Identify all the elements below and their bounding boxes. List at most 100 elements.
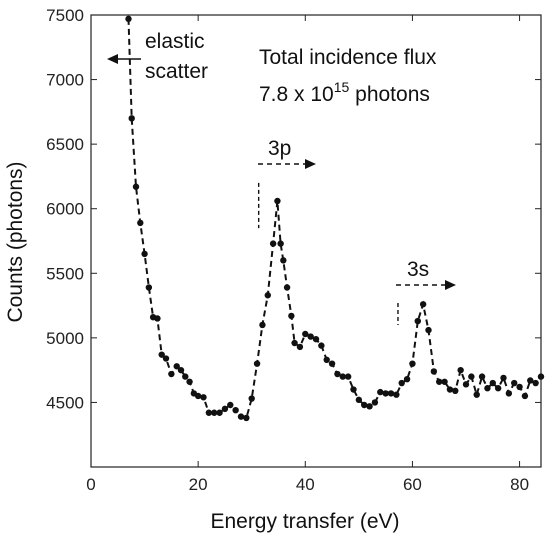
y-tick-label: 5500 <box>46 264 84 283</box>
y-tick-label: 4500 <box>46 393 84 412</box>
data-point <box>409 360 416 367</box>
data-point <box>436 378 443 385</box>
data-point <box>505 390 513 397</box>
flux-annotation-superscript: 15 <box>334 79 350 95</box>
data-point <box>441 378 448 385</box>
data-point <box>387 390 395 397</box>
data-point <box>162 355 170 362</box>
data-point <box>307 333 314 340</box>
data-point <box>259 321 266 329</box>
data-point <box>521 392 529 400</box>
data-point <box>361 401 368 409</box>
data-point <box>216 409 223 416</box>
data-point <box>430 368 438 375</box>
data-point <box>221 405 229 413</box>
data-point <box>355 396 363 404</box>
data-point <box>269 240 277 247</box>
flux-annotation-prefix: 7.8 x 10 <box>259 83 334 106</box>
data-point <box>511 379 518 387</box>
data-point <box>318 342 325 349</box>
x-tick-label: 40 <box>296 475 315 494</box>
x-tick-label: 0 <box>86 475 95 494</box>
data-point <box>371 399 379 406</box>
data-point <box>452 387 459 395</box>
data-point <box>237 413 245 420</box>
x-tick-label: 60 <box>403 475 422 494</box>
data-point <box>158 351 165 358</box>
x-axis-title: Energy transfer (eV) <box>210 510 399 533</box>
peak-3s-arrow-head <box>445 280 456 290</box>
data-point <box>283 284 291 291</box>
data-point <box>398 379 405 387</box>
data-point <box>248 395 255 402</box>
data-point <box>137 219 144 227</box>
data-point <box>291 339 298 347</box>
data-point <box>489 379 496 387</box>
flux-annotation-line2: 7.8 x 1015 photons <box>259 79 430 106</box>
x-tick-label: 20 <box>189 475 208 494</box>
data-point <box>377 388 384 396</box>
data-point <box>339 373 346 380</box>
data-point <box>264 292 271 299</box>
data-point <box>494 385 502 392</box>
data-point <box>537 373 545 380</box>
plot-frame <box>90 14 542 468</box>
data-point <box>186 378 193 385</box>
data-point <box>177 366 185 374</box>
data-point <box>462 381 470 388</box>
data-point <box>141 250 148 258</box>
data-point <box>125 15 132 23</box>
data-point <box>200 394 207 401</box>
data-point <box>366 403 373 410</box>
x-tick-label: 80 <box>510 475 529 494</box>
data-point <box>419 301 427 308</box>
data-point <box>323 356 330 364</box>
data-point <box>154 315 161 322</box>
data-point <box>425 326 432 334</box>
data-point <box>468 373 475 380</box>
data-point <box>227 401 234 409</box>
data-point <box>328 360 336 367</box>
elastic-annotation-line2: scatter <box>145 60 208 83</box>
data-point <box>194 392 202 400</box>
data-point <box>350 386 357 393</box>
data-point <box>312 335 320 343</box>
y-tick-label: 6500 <box>46 135 84 154</box>
flux-annotation-line1: Total incidence flux <box>259 46 437 69</box>
y-axis-title: Counts (photons) <box>4 161 27 322</box>
y-tick-label: 7500 <box>46 6 84 25</box>
elastic-arrow-head <box>107 54 118 64</box>
data-point <box>296 343 304 351</box>
data-point <box>484 385 491 392</box>
data-point <box>500 374 507 382</box>
data-point <box>478 373 486 380</box>
data-point <box>211 409 218 416</box>
axis-ticks <box>90 14 541 467</box>
flux-annotation-suffix: photons <box>349 83 430 106</box>
data-point <box>393 391 400 398</box>
data-point <box>232 406 239 414</box>
data-point <box>145 284 153 291</box>
data-point <box>527 377 534 384</box>
data-point <box>168 370 175 378</box>
y-tick-label: 5000 <box>46 329 84 348</box>
data-point <box>532 379 539 387</box>
axis-tick-labels: 0 20 40 60 80 4500 5000 5500 6000 6500 7000 7500 <box>46 6 529 494</box>
data-point <box>334 370 341 378</box>
data-point <box>182 373 189 380</box>
data-point <box>132 183 140 190</box>
data-point <box>128 115 135 122</box>
data-point <box>457 366 464 374</box>
y-tick-label: 7000 <box>46 71 84 90</box>
data-point <box>288 312 295 320</box>
data-point <box>274 197 281 205</box>
data-point <box>473 391 480 398</box>
data-point <box>302 330 309 338</box>
data-point <box>205 409 213 416</box>
data-point <box>446 386 454 393</box>
series-layer <box>125 15 545 422</box>
peak-3p-label: 3p <box>268 137 291 160</box>
data-point <box>277 240 284 247</box>
data-point <box>243 414 250 422</box>
